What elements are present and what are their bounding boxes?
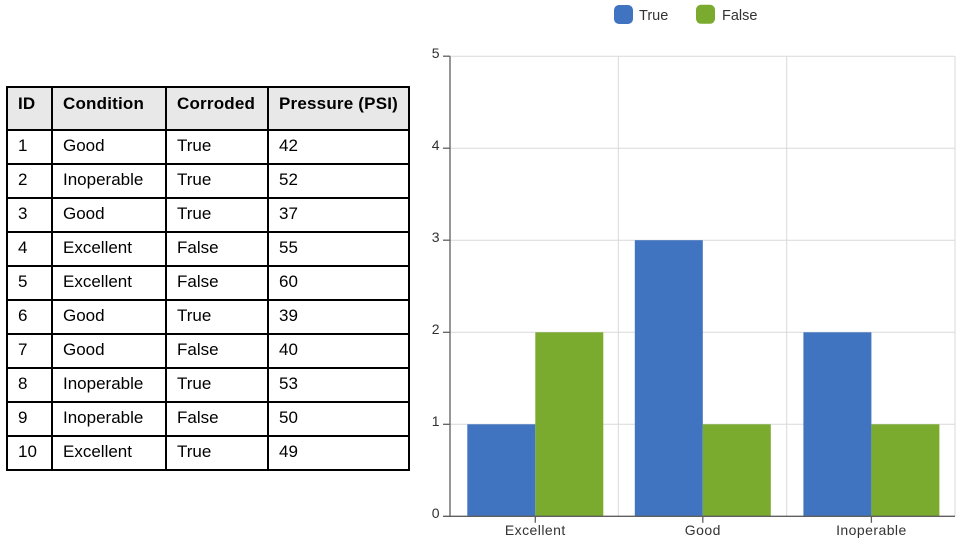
svg-text:Inoperable: Inoperable [836,522,907,538]
svg-text:4: 4 [432,137,440,153]
svg-text:0: 0 [432,505,440,521]
svg-text:False: False [722,8,757,24]
svg-text:1: 1 [432,413,440,429]
svg-text:Good: Good [685,522,721,538]
svg-text:5: 5 [432,45,440,61]
svg-text:Excellent: Excellent [505,522,566,538]
svg-text:2: 2 [432,321,440,337]
svg-text:3: 3 [432,229,440,245]
svg-text:True: True [639,8,668,24]
